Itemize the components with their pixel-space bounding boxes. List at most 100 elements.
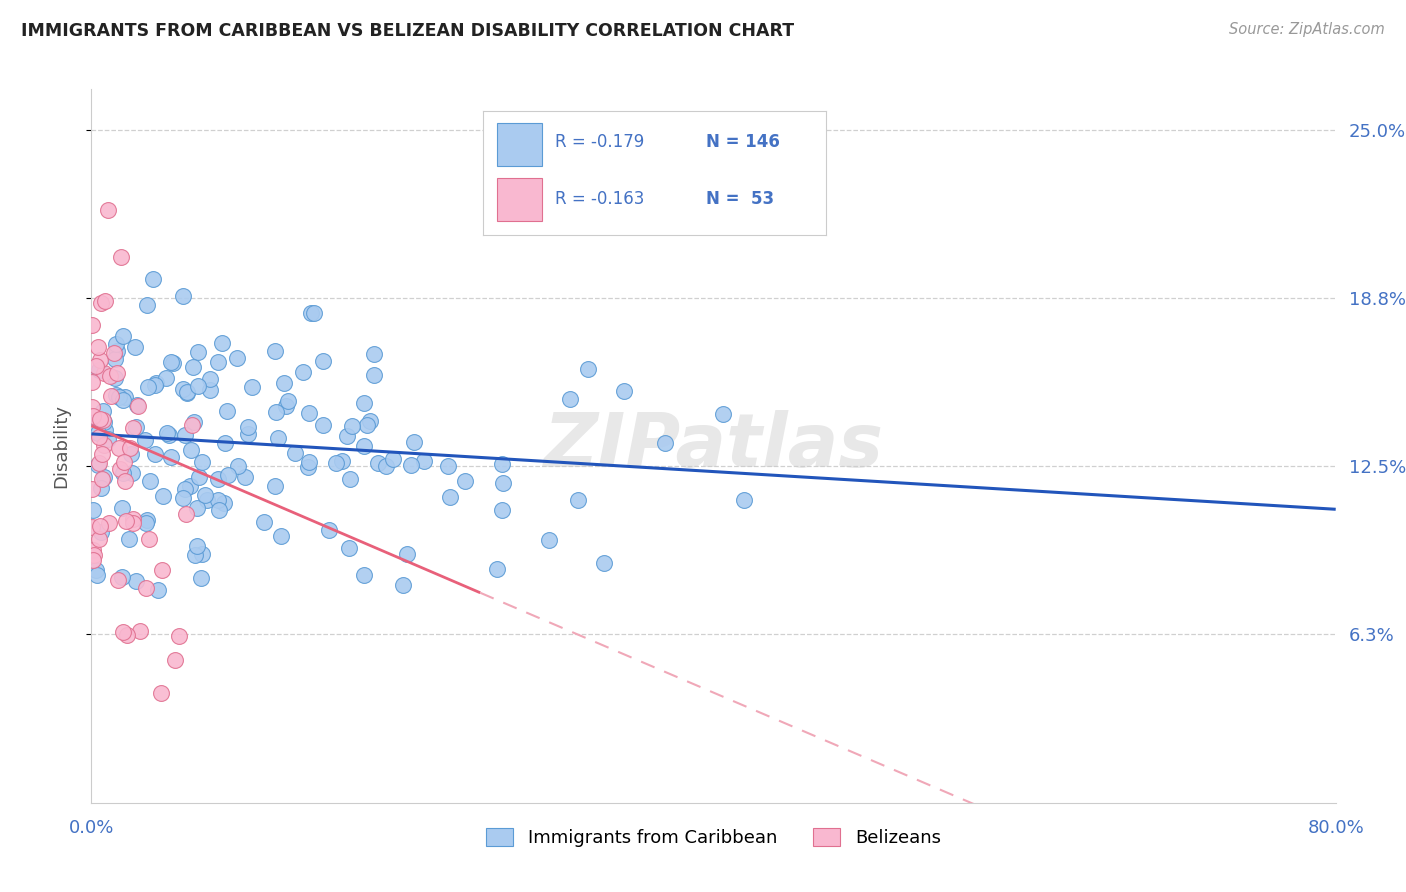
Point	[145, 376, 167, 390]
Point	[104, 337, 127, 351]
Point	[413, 454, 436, 468]
Point	[212, 496, 235, 510]
Point	[560, 392, 582, 406]
Point	[138, 532, 160, 546]
Point	[207, 503, 229, 517]
Point	[97, 432, 120, 446]
Point	[217, 404, 239, 418]
Point	[83, 549, 105, 563]
Point	[330, 454, 353, 468]
Point	[252, 516, 274, 530]
Point	[353, 396, 375, 410]
Point	[93, 469, 115, 483]
Point	[143, 377, 166, 392]
Point	[298, 406, 321, 420]
Point	[138, 474, 160, 488]
Point	[124, 341, 146, 355]
Point	[363, 368, 385, 382]
Point	[112, 329, 135, 343]
Point	[135, 581, 157, 595]
Point	[593, 556, 616, 570]
Point	[437, 458, 460, 473]
Point	[180, 442, 202, 457]
Point	[613, 384, 636, 398]
Point	[152, 490, 174, 504]
Point	[82, 409, 104, 424]
Point	[233, 469, 256, 483]
Point	[179, 479, 201, 493]
Point	[299, 306, 322, 320]
Point	[190, 571, 212, 585]
Point	[111, 570, 134, 584]
Point	[86, 567, 108, 582]
Point	[93, 293, 115, 308]
Point	[167, 629, 190, 643]
Point	[485, 561, 508, 575]
Point	[82, 502, 104, 516]
Y-axis label: Disability: Disability	[52, 404, 70, 488]
Point	[181, 417, 204, 432]
Point	[125, 419, 148, 434]
Point	[89, 411, 111, 425]
Point	[567, 492, 589, 507]
Point	[312, 417, 335, 432]
Point	[104, 370, 127, 384]
Point	[267, 431, 290, 445]
Point	[174, 483, 197, 497]
Point	[160, 450, 183, 465]
Point	[654, 436, 676, 450]
Point	[367, 456, 389, 470]
Point	[110, 250, 132, 264]
Point	[82, 409, 104, 424]
Point	[353, 439, 375, 453]
Point	[491, 502, 513, 516]
Point	[118, 441, 141, 455]
Point	[225, 351, 247, 365]
Point	[84, 359, 107, 373]
Point	[87, 456, 110, 470]
Point	[195, 493, 218, 508]
Point	[91, 403, 114, 417]
Point	[114, 390, 136, 404]
Point	[97, 202, 120, 217]
Point	[93, 413, 115, 427]
Point	[187, 379, 209, 393]
Point	[111, 501, 134, 516]
Point	[141, 272, 163, 286]
Point	[183, 415, 205, 429]
Point	[107, 390, 129, 404]
Point	[395, 547, 418, 561]
Point	[89, 363, 111, 377]
Point	[439, 490, 461, 504]
Text: IMMIGRANTS FROM CARIBBEAN VS BELIZEAN DISABILITY CORRELATION CHART: IMMIGRANTS FROM CARIBBEAN VS BELIZEAN DI…	[21, 22, 794, 40]
Point	[173, 428, 195, 442]
Point	[236, 420, 259, 434]
Point	[176, 385, 198, 400]
Point	[112, 625, 135, 640]
Point	[339, 472, 361, 486]
Point	[127, 400, 149, 414]
Point	[129, 624, 152, 638]
Point	[353, 567, 375, 582]
Point	[284, 446, 307, 460]
Point	[226, 459, 249, 474]
Point	[576, 362, 599, 376]
Point	[135, 516, 157, 530]
Point	[156, 425, 179, 440]
Point	[191, 455, 214, 469]
Point	[157, 427, 180, 442]
Point	[298, 455, 321, 469]
Point	[238, 427, 260, 442]
Point	[207, 493, 229, 508]
Legend: Immigrants from Caribbean, Belizeans: Immigrants from Caribbean, Belizeans	[479, 821, 948, 855]
Point	[325, 456, 347, 470]
Point	[87, 340, 110, 354]
Point	[198, 372, 221, 386]
Point	[172, 289, 194, 303]
Point	[187, 344, 209, 359]
Point	[356, 418, 378, 433]
Point	[172, 491, 194, 506]
Point	[115, 514, 138, 528]
Point	[181, 359, 204, 374]
Point	[112, 466, 135, 480]
